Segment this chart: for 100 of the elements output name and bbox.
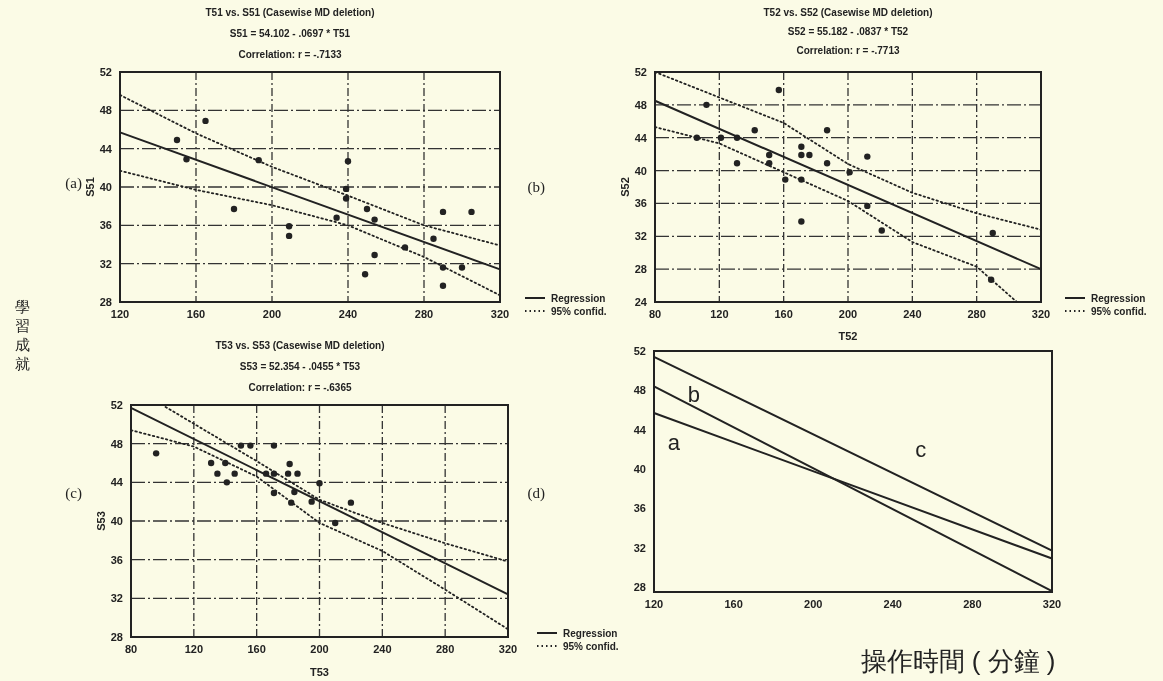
x-tick-label: 120 (710, 308, 729, 320)
point (703, 101, 710, 109)
y-tick-label: 36 (99, 219, 112, 232)
x-axis-title: T53 (310, 666, 329, 678)
point (439, 264, 447, 271)
point (439, 282, 447, 289)
x-tick-label: 320 (1031, 308, 1051, 320)
legend-label: Regression (563, 628, 618, 639)
text: (b) (527, 179, 545, 196)
series-label: b (687, 381, 700, 407)
y-tick-label: 48 (110, 437, 123, 450)
x-tick-label: 160 (247, 643, 266, 655)
point (294, 470, 301, 477)
point (363, 205, 371, 213)
x-tick-label: 280 (414, 308, 434, 320)
y-tick-label: 40 (633, 463, 646, 476)
y-tick-label: 44 (634, 131, 648, 144)
x-tick-label: 200 (262, 308, 282, 320)
y-tick-label: 28 (99, 296, 112, 308)
point (270, 442, 278, 449)
point (347, 499, 355, 506)
series-label: c (915, 437, 927, 463)
point (333, 214, 340, 221)
point (316, 480, 323, 487)
point (308, 498, 315, 505)
y-axis-title: S51 (84, 177, 96, 197)
chart-subtitle: S51 = 54.102 - .0697 * T51 (229, 28, 351, 39)
point (152, 450, 160, 457)
point (468, 208, 475, 216)
point (342, 195, 350, 202)
x-tick-label: 120 (644, 598, 664, 610)
x-tick-label: 80 (124, 643, 138, 655)
point (765, 151, 773, 159)
y-axis-title: S53 (95, 511, 107, 531)
legend-label: 95% confid. (1091, 306, 1147, 317)
point (285, 232, 293, 240)
x-axis-title: T52 (838, 330, 858, 342)
point (173, 136, 181, 144)
point (285, 223, 293, 230)
x-tick-label: 160 (186, 308, 206, 320)
x-tick-label: 280 (435, 643, 455, 655)
point (342, 185, 350, 193)
legend-label: 95% confid. (563, 641, 619, 652)
point (231, 470, 238, 477)
chart-title: T51 vs. S51 (Casewise MD deletion) (205, 7, 375, 18)
point (798, 143, 805, 150)
x-tick-label: 320 (498, 643, 518, 655)
x-tick-label: 320 (1042, 598, 1062, 610)
point (202, 117, 209, 125)
point (733, 159, 741, 167)
point (371, 251, 378, 259)
y-axis-title: 學習成就 (14, 298, 30, 372)
point (458, 264, 466, 271)
point (798, 218, 805, 225)
y-tick-label: 28 (633, 581, 646, 594)
text: Correlation: r = -.6365 (248, 382, 352, 393)
point (270, 470, 278, 477)
y-tick-label: 32 (633, 541, 646, 554)
y-tick-label: 44 (633, 423, 647, 436)
chart-title: T53 vs. S53 (Casewise MD deletion) (215, 340, 385, 351)
point (371, 216, 378, 223)
x-tick-label: 80 (648, 308, 662, 320)
x-tick-label: 240 (883, 598, 902, 610)
y-tick-label: 52 (633, 345, 646, 357)
x-tick-label: 280 (967, 308, 986, 320)
y-tick-label: 28 (110, 631, 123, 643)
point (798, 151, 805, 159)
x-tick-label: 160 (724, 598, 743, 610)
chart-subtitle: S53 = 52.354 - .0455 * T53 (239, 361, 361, 372)
point (806, 151, 813, 159)
x-axis-title: 操作時間 ( 分鐘 ) (860, 646, 1056, 676)
point (765, 159, 773, 167)
y-tick-label: 48 (99, 104, 112, 117)
x-tick-label: 320 (490, 308, 510, 320)
x-tick-label: 280 (963, 598, 982, 610)
text: (d) (527, 485, 545, 502)
text: Correlation: r = -.7133 (238, 49, 342, 60)
point (284, 470, 292, 477)
y-tick-label: 32 (110, 592, 123, 605)
point (439, 208, 447, 216)
point (430, 235, 437, 242)
x-tick-label: 120 (184, 643, 204, 655)
x-tick-label: 200 (804, 598, 823, 610)
text: (c) (65, 485, 82, 502)
point (864, 153, 871, 160)
point (286, 460, 293, 468)
point (864, 202, 871, 210)
point (823, 127, 831, 134)
x-tick-label: 160 (774, 308, 793, 320)
y-tick-label: 52 (99, 66, 112, 78)
y-tick-label: 36 (110, 553, 123, 566)
x-tick-label: 200 (838, 308, 858, 320)
point (223, 479, 231, 486)
legend-label: Regression (551, 293, 606, 304)
x-tick-label: 240 (338, 308, 358, 320)
point (989, 229, 996, 237)
text: (a) (65, 175, 82, 192)
y-axis-title: S52 (619, 177, 631, 197)
y-tick-label: 32 (634, 230, 647, 243)
point (878, 227, 885, 234)
